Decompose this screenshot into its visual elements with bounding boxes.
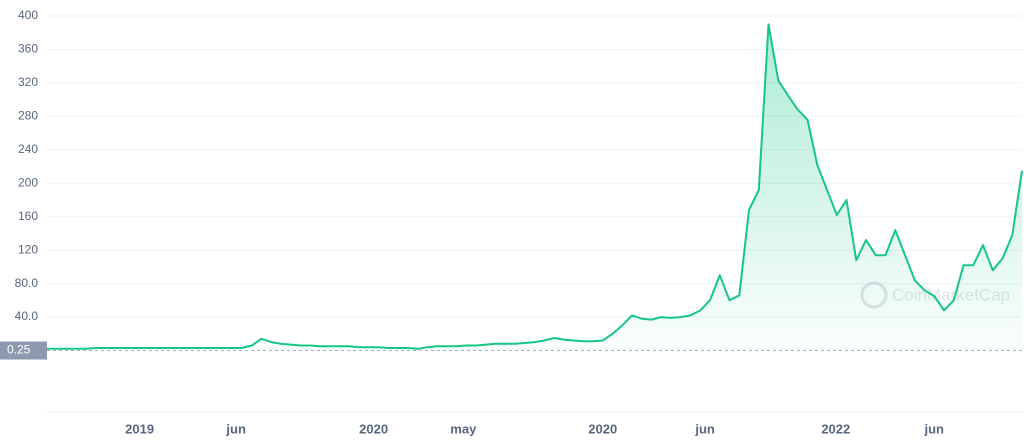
y-tick-label: 200 [18, 175, 38, 189]
x-tick-label: 2020 [588, 421, 617, 436]
y-tick-label: 360 [18, 42, 38, 56]
x-tick-label: jun [694, 421, 715, 436]
y-tick-label: 280 [18, 109, 38, 123]
x-tick-label: jun [924, 421, 945, 436]
price-label: 0.25 [7, 343, 31, 357]
x-tick-label: 2019 [125, 421, 154, 436]
price-label-box [0, 341, 47, 360]
y-tick-label: 240 [18, 142, 38, 156]
price-line [47, 23, 1023, 350]
x-tick-label: 2022 [821, 421, 850, 436]
x-tick-label: may [450, 421, 477, 436]
y-tick-label: 400 [18, 8, 38, 22]
y-tick-label: 320 [18, 75, 38, 89]
y-tick-label: 160 [18, 209, 38, 223]
x-tick-label: jun [225, 421, 246, 436]
y-tick-label: 40.0 [15, 309, 39, 323]
x-tick-label: 2020 [359, 421, 388, 436]
price-area [47, 24, 1022, 351]
y-tick-label: 80.0 [15, 276, 39, 290]
y-tick-label: 120 [18, 242, 38, 256]
